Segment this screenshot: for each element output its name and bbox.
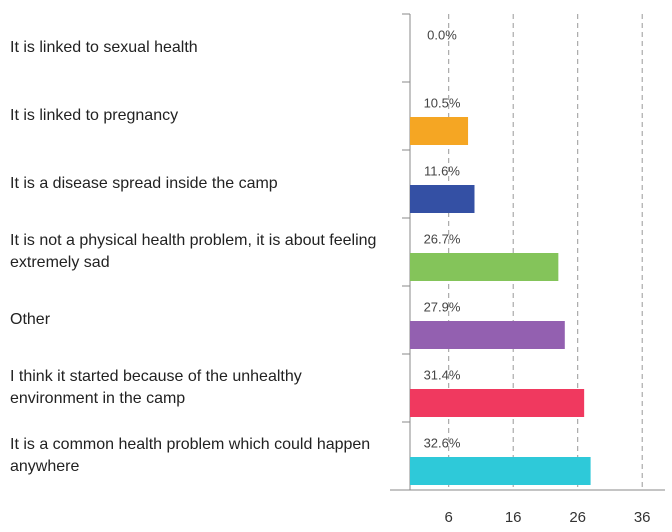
- category-label: It is linked to sexual health: [10, 39, 198, 56]
- value-label: 0.0%: [427, 27, 457, 42]
- x-tick-label: 16: [505, 509, 522, 526]
- value-label: 32.6%: [424, 435, 461, 450]
- value-label: 31.4%: [424, 367, 461, 382]
- bar: [410, 117, 469, 145]
- x-tick-label: 26: [569, 509, 586, 526]
- category-label: It is linked to pregnancy: [10, 107, 179, 124]
- bar: [410, 253, 559, 281]
- category-label: I think it started because of the unheal…: [10, 368, 302, 407]
- value-label: 10.5%: [424, 95, 461, 110]
- category-label: It is not a physical health problem, it …: [10, 232, 377, 271]
- x-tick-label: 36: [634, 509, 651, 526]
- value-label: 11.6%: [424, 163, 460, 178]
- category-label: It is a common health problem which coul…: [10, 436, 371, 475]
- x-tick-label: 6: [445, 509, 453, 526]
- bar: [410, 321, 565, 349]
- value-label: 26.7%: [424, 231, 461, 246]
- bar: [410, 389, 585, 417]
- category-label: Other: [10, 311, 51, 328]
- value-label: 27.9%: [424, 299, 461, 314]
- category-label: It is a disease spread inside the camp: [10, 175, 278, 192]
- bar: [410, 185, 475, 213]
- bar: [410, 457, 591, 485]
